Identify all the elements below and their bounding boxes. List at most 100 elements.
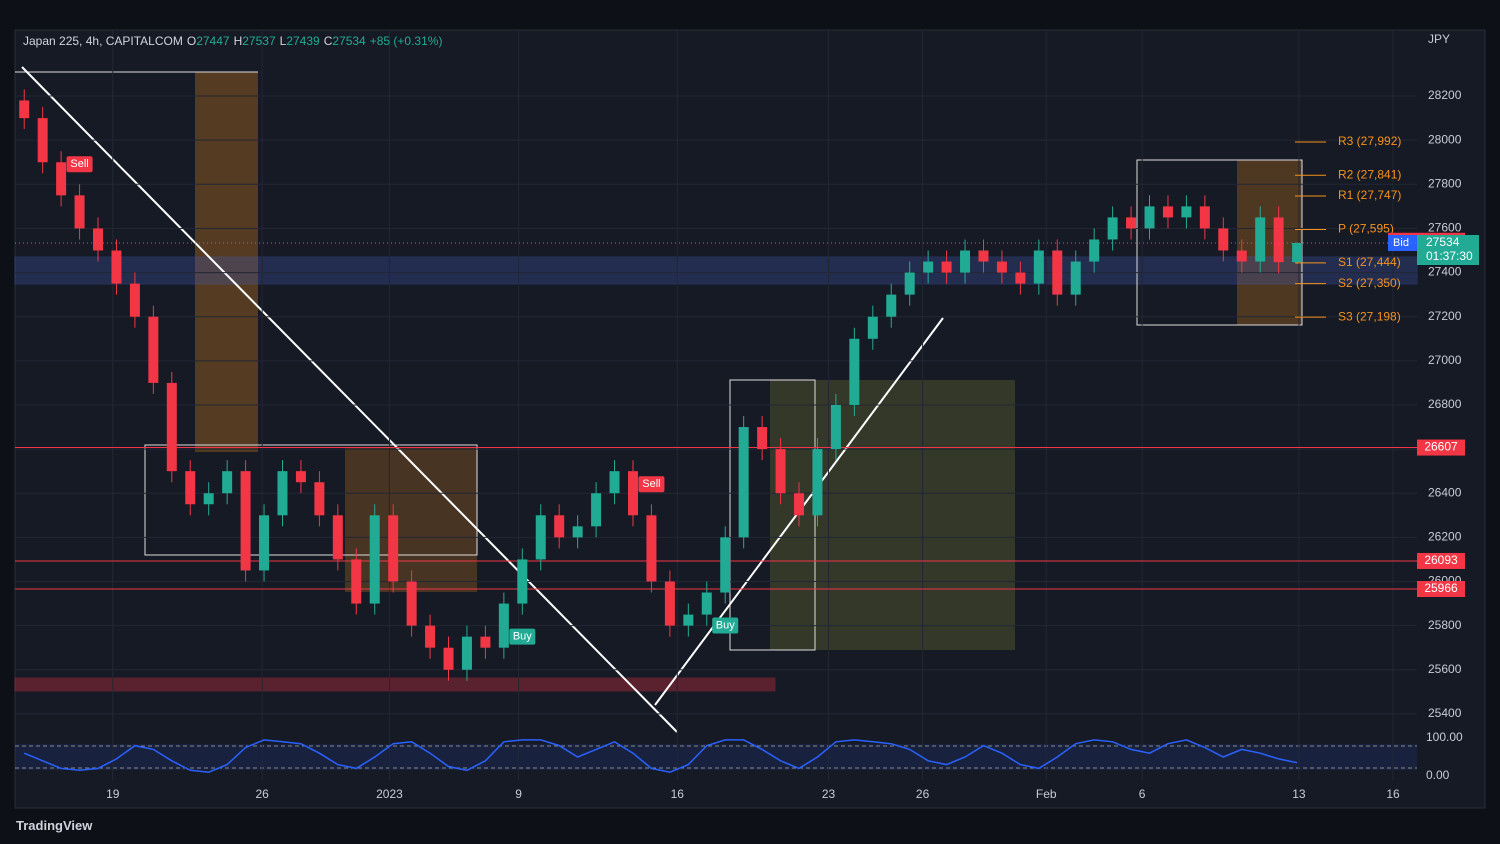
candle-body [941,261,952,273]
zone [770,380,1015,650]
candle-body [1292,243,1303,263]
y-tick-label: 27400 [1428,265,1462,279]
signal-label: Buy [716,619,735,631]
signal-badge [509,628,536,645]
ohlc-label: H [233,34,243,48]
y-tick-label: 27800 [1428,176,1462,190]
last-price: 27534 [1426,235,1460,249]
oscillator [23,739,1298,773]
ohlc-value: 27534 [332,34,366,48]
candle-body [867,316,878,339]
candle-body [369,515,380,604]
pivot-label: S1 (27,444) [1338,255,1401,269]
pivot-label: P (27,595) [1338,222,1394,236]
candle-body [1126,217,1137,229]
x-tick-label: 9 [515,787,522,801]
candle-body [388,515,399,582]
candle-body [111,250,122,284]
signal-label: Sell [642,478,660,490]
candle-body [314,482,325,516]
candle-body [978,250,989,262]
candle-body [1273,217,1284,263]
candle-body [849,338,860,405]
drawings [14,66,1418,770]
ohlc-value: 27439 [286,34,320,48]
candle-body [591,493,602,527]
y-tick-label: 28200 [1428,88,1462,102]
candle-body [1015,272,1026,284]
y-tick-label: 26200 [1428,530,1462,544]
symbol: Japan 225, 4h, CAPITALCOM [23,34,183,48]
last-price-box [1417,235,1479,266]
price-label: 26607 [1424,440,1458,454]
candle-body [259,515,270,571]
oscillator-tick-label: 0.00 [1426,768,1450,782]
oscillator-band [15,744,1417,770]
candle-body [277,471,288,516]
candle-body [775,449,786,494]
candle-body [1089,239,1100,262]
candle-body [757,427,768,450]
signal-label: Buy [513,631,532,643]
candle-body [1218,228,1229,251]
zone [1237,160,1302,325]
candle-body [923,261,934,273]
y-tick-label: 27200 [1428,309,1462,323]
change: +85 (+0.31%) [369,34,443,48]
x-tick-label: 16 [671,787,685,801]
candle-body [56,162,67,196]
ohlc-value: 27447 [196,34,230,48]
candle-body [1107,217,1118,240]
y-tick-label: 27600 [1428,221,1462,235]
candle-body [572,526,583,538]
ohlc-label: O [186,34,197,48]
pivot-label: R2 (27,841) [1338,167,1401,181]
brand: TradingView [16,818,93,833]
pivot-label: R3 (27,992) [1338,134,1401,148]
price-label-box [1417,552,1465,569]
candle-body [129,283,140,317]
candle-body [1070,261,1081,295]
x-tick-label: 2023 [376,787,403,801]
candle-body [1052,250,1063,295]
candle-body [1144,206,1155,229]
box-line [144,444,478,556]
legend: Japan 225, 4h, CAPITALCOM O27447 H27537 … [23,34,442,48]
candle-body [517,559,528,604]
ohlc-label: C [323,34,333,48]
candle-body [794,493,805,516]
candle-body [240,471,251,571]
candle-body [166,382,177,472]
zone [345,447,477,592]
candle-body [812,449,823,516]
candle-body [554,515,565,538]
price-label-box [1417,439,1465,456]
candle-body [960,250,971,273]
candle-body [627,471,638,516]
candle-body [996,261,1007,273]
x-tick-label: Feb [1036,787,1057,801]
candle-body [904,272,915,295]
candle-body [332,515,343,560]
candle-body [37,118,48,163]
x-tick-label: 19 [106,787,120,801]
candle-body [351,559,362,604]
pivot-label: S2 (27,350) [1338,276,1401,290]
signal-badge [638,476,665,493]
candle-body [1236,250,1247,262]
signal-label: Sell [70,158,88,170]
candle-body [443,647,454,670]
candle-body [19,100,30,119]
candle-body [535,515,546,560]
price-label-box [1417,580,1465,597]
ohlc-value: 27537 [242,34,276,48]
zone [14,256,1418,285]
box-line [1136,159,1303,326]
candle-body [480,636,491,648]
candle-body [646,515,657,582]
oscillator-tick-label: 100.00 [1426,730,1463,744]
y-tick-label: 28000 [1428,132,1462,146]
candle-body [1181,206,1192,218]
